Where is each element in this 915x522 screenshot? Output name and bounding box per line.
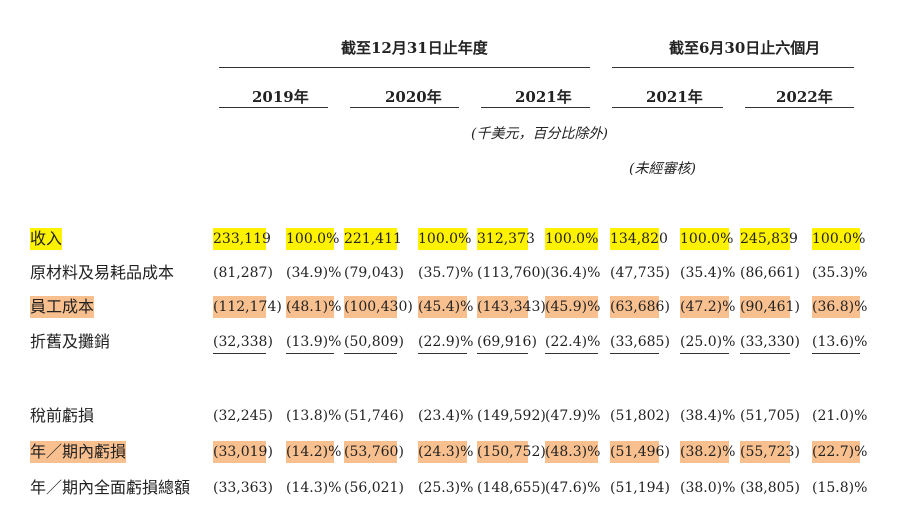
percent-cell: (34.9)% (286, 265, 342, 281)
percent-cell: (47.6)% (545, 480, 601, 496)
percent-cell: (22.9)% (418, 331, 473, 354)
percent-cell: (36.8)% (812, 296, 867, 318)
amount-cell: (50,809) (344, 331, 404, 354)
percent-cell: (47.9)% (545, 408, 601, 424)
amount-cell: 221,411 (344, 228, 402, 250)
percent-cell: (13.8)% (286, 408, 342, 424)
amount-cell: (112,174) (213, 296, 282, 318)
year-rule-2022-h1 (745, 107, 854, 108)
amount-cell: (32,245) (213, 408, 273, 424)
amount-cell: 233,119 (213, 228, 271, 250)
amount-cell: (51,746) (344, 408, 404, 424)
percent-cell: 100.0% (418, 228, 471, 250)
percent-cell: (21.0)% (812, 408, 868, 424)
percent-cell: (45.4)% (418, 296, 473, 318)
row-label: 年／期內全面虧損總額 (30, 478, 191, 497)
row-label: 原材料及易耗品成本 (30, 263, 175, 282)
year-header-2021-h1: 2021年 (646, 88, 703, 106)
amount-cell: (33,330) (740, 331, 800, 354)
percent-cell: (38.2)% (680, 441, 735, 463)
amount-cell: (33,019) (213, 441, 273, 463)
percent-cell: (23.4)% (418, 408, 474, 424)
amount-cell: (33,363) (213, 480, 273, 496)
amount-cell: 312,373 (477, 228, 535, 250)
year-rule-2021-h1 (612, 107, 723, 108)
amount-cell: (86,661) (740, 265, 800, 281)
amount-cell: (56,021) (344, 480, 404, 496)
amount-cell: (69,916) (477, 331, 537, 354)
year-header-2021: 2021年 (515, 88, 572, 106)
amount-cell: (81,287) (213, 265, 273, 281)
amount-cell: (47,735) (610, 265, 670, 281)
year-rule-2020 (350, 107, 459, 108)
percent-cell: 100.0% (812, 228, 865, 250)
amount-cell: (100,430) (344, 296, 413, 318)
amount-cell: (38,805) (740, 480, 800, 496)
year-header-2022-h1: 2022年 (776, 88, 833, 106)
percent-cell: (35.4)% (680, 265, 736, 281)
amount-cell: (51,496) (610, 441, 670, 463)
year-header-2019: 2019年 (252, 88, 309, 106)
percent-cell: 100.0% (680, 228, 733, 250)
amount-cell: (63,686) (610, 296, 670, 318)
amount-cell: (143,343) (477, 296, 546, 318)
amount-cell: (113,760) (477, 265, 546, 281)
unit-note: (千美元，百分比除外) (471, 126, 608, 142)
row-label: 稅前虧損 (30, 406, 95, 425)
percent-cell: (35.3)% (812, 265, 868, 281)
row-label: 員工成本 (30, 296, 95, 318)
amount-cell: (51,705) (740, 408, 800, 424)
amount-cell: 134,820 (610, 228, 668, 250)
amount-cell: (149,592) (477, 408, 546, 424)
percent-cell: 100.0% (286, 228, 339, 250)
period-six-months-header: 截至6月30日止六個月 (669, 39, 821, 57)
percent-cell: (25.3)% (418, 480, 474, 496)
percent-cell: (14.2)% (286, 441, 341, 463)
amount-cell: (32,338) (213, 331, 273, 354)
year-header-2020: 2020年 (385, 88, 442, 106)
percent-cell: (38.0)% (680, 480, 736, 496)
percent-cell: (47.2)% (680, 296, 735, 318)
row-label: 收入 (30, 228, 63, 250)
percent-cell: (45.9)% (545, 296, 600, 318)
amount-cell: (79,043) (344, 265, 404, 281)
year-rule-2019 (219, 107, 328, 108)
amount-cell: (148,655) (477, 480, 546, 496)
percent-cell: (25.0)% (680, 331, 735, 354)
year-rule-2021 (481, 107, 590, 108)
percent-cell: (38.4)% (680, 408, 736, 424)
amount-cell: (55,723) (740, 441, 800, 463)
unaudited-note: (未經審核) (629, 161, 696, 177)
period-annual-header: 截至12月31日止年度 (341, 39, 488, 57)
amount-cell: (150,752) (477, 441, 546, 463)
row-label: 年／期內虧損 (30, 441, 127, 463)
percent-cell: (35.7)% (418, 265, 474, 281)
percent-cell: (22.4)% (545, 331, 600, 354)
amount-cell: (51,802) (610, 408, 670, 424)
six-months-group-rule (612, 67, 854, 68)
amount-cell: 245,839 (740, 228, 798, 250)
percent-cell: (48.1)% (286, 296, 341, 318)
percent-cell: (48.3)% (545, 441, 600, 463)
percent-cell: (15.8)% (812, 480, 868, 496)
percent-cell: (24.3)% (418, 441, 473, 463)
amount-cell: (53,760) (344, 441, 404, 463)
percent-cell: 100.0% (545, 228, 598, 250)
percent-cell: (36.4)% (545, 265, 601, 281)
percent-cell: (22.7)% (812, 441, 867, 463)
annual-group-rule (219, 67, 590, 68)
percent-cell: (13.6)% (812, 331, 867, 354)
percent-cell: (14.3)% (286, 480, 342, 496)
amount-cell: (33,685) (610, 331, 670, 354)
percent-cell: (13.9)% (286, 331, 341, 354)
amount-cell: (51,194) (610, 480, 670, 496)
amount-cell: (90,461) (740, 296, 800, 318)
row-label: 折舊及攤銷 (30, 332, 111, 351)
